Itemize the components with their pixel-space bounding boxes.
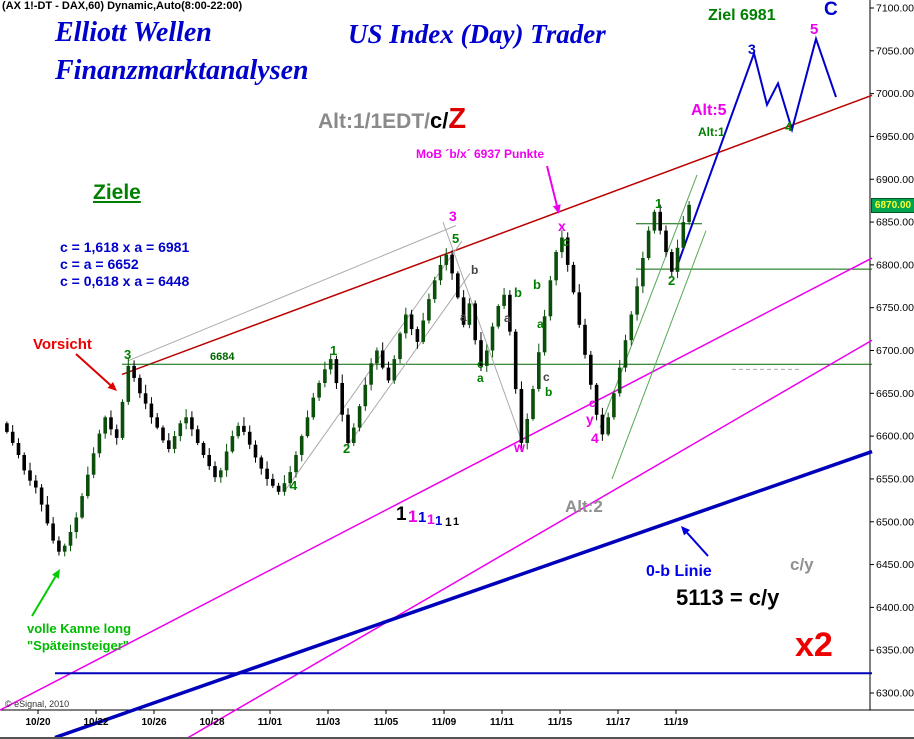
- svg-text:11/01: 11/01: [258, 717, 283, 728]
- svg-text:10/26: 10/26: [141, 717, 166, 728]
- svg-text:11/03: 11/03: [316, 717, 341, 728]
- svg-text:11/09: 11/09: [432, 717, 457, 728]
- svg-text:6700.00: 6700.00: [876, 345, 914, 357]
- svg-text:6750.00: 6750.00: [876, 302, 914, 314]
- svg-text:6500.00: 6500.00: [876, 516, 914, 528]
- price-target-label: Ziel 6981: [708, 7, 776, 24]
- brand-line1: Elliott Wellen: [55, 17, 212, 48]
- copyright: © eSignal, 2010: [5, 699, 70, 709]
- alt-scenario-gray: Alt:1/1EDT/: [318, 110, 431, 133]
- axes: [0, 0, 914, 711]
- alt1-label: Alt:1: [698, 125, 725, 139]
- svg-text:11/15: 11/15: [548, 717, 573, 728]
- svg-text:11/17: 11/17: [606, 717, 631, 728]
- window-bottom-edge: [0, 737, 914, 739]
- warning-label: Vorsicht: [33, 336, 92, 353]
- x-axis-labels: 10/20 10/22 10/26 10/28 11/01 11/03 11/05 11/09…: [25, 710, 689, 728]
- brand-line2: Finanzmarktanalysen: [55, 55, 309, 86]
- candlestick-series: [5, 201, 691, 557]
- svg-text:6450.00: 6450.00: [876, 559, 914, 571]
- projection-zigzag: [675, 35, 837, 270]
- mob-note: MoB ´b/x´ 6937 Punkte: [416, 147, 545, 161]
- symbol-title: (AX 1!-DT - DAX,60) Dynamic,Auto(8:00-22…: [2, 0, 243, 12]
- alt2-label: Alt:2: [565, 497, 603, 516]
- svg-text:7000.00: 7000.00: [876, 88, 914, 100]
- alt-scenario-black: c/: [430, 108, 449, 133]
- svg-text:10/22: 10/22: [83, 717, 108, 728]
- svg-text:11/11: 11/11: [490, 717, 514, 728]
- zero-b-line-label: 0-b Linie: [646, 563, 712, 580]
- svg-text:6800.00: 6800.00: [876, 259, 914, 271]
- long-call-line2: "Späteinsteiger": [27, 638, 129, 653]
- target-calc-3: c = 0,618 x a = 6448: [60, 273, 190, 289]
- trendlines: [0, 94, 873, 739]
- long-call-line1: volle Kanne long: [27, 621, 132, 636]
- target-calc-1: c = 1,618 x a = 6981: [60, 239, 190, 255]
- annotation-arrows: [31, 165, 709, 617]
- product-title: US Index (Day) Trader: [348, 19, 606, 49]
- targets-heading: Ziele: [93, 181, 141, 204]
- svg-text:6400.00: 6400.00: [876, 602, 914, 614]
- svg-text:6950.00: 6950.00: [876, 131, 914, 143]
- cy-label: c/y: [790, 555, 814, 574]
- y-axis-labels: 6300.00 6350.00 6400.00 6450.00 6500.00 6550.…: [870, 3, 914, 700]
- svg-text:7100.00: 7100.00: [876, 3, 914, 15]
- svg-text:6550.00: 6550.00: [876, 473, 914, 485]
- last-price-badge: 6870.00: [871, 197, 914, 213]
- alt-scenario-red: Z: [448, 103, 467, 135]
- svg-text:11/19: 11/19: [664, 717, 689, 728]
- svg-text:6350.00: 6350.00: [876, 645, 914, 657]
- level-6684-label: 6684: [210, 351, 235, 363]
- svg-text:11/05: 11/05: [374, 717, 399, 728]
- svg-text:6300.00: 6300.00: [876, 688, 914, 700]
- svg-text:6850.00: 6850.00: [876, 217, 914, 229]
- x2-label: x2: [795, 626, 833, 664]
- target-calc-2: c = a = 6652: [60, 256, 139, 272]
- svg-text:6650.00: 6650.00: [876, 388, 914, 400]
- svg-text:7050.00: 7050.00: [876, 45, 914, 57]
- svg-text:6600.00: 6600.00: [876, 431, 914, 443]
- svg-text:6900.00: 6900.00: [876, 174, 914, 186]
- svg-text:10/28: 10/28: [199, 717, 224, 728]
- alt5-label: Alt:5: [691, 102, 727, 119]
- svg-text:10/20: 10/20: [25, 717, 50, 728]
- cy-equation: 5113 = c/y: [676, 585, 780, 610]
- alt-scenario-label: Alt:1/1EDT/ c/ Z: [318, 103, 467, 135]
